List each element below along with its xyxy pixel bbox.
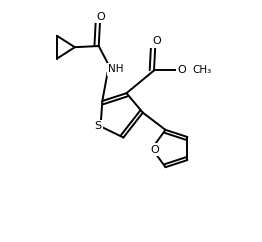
- Text: O: O: [178, 65, 186, 76]
- Text: S: S: [94, 121, 101, 131]
- Text: NH: NH: [108, 64, 124, 74]
- Text: O: O: [150, 145, 159, 155]
- Text: O: O: [152, 36, 161, 46]
- Text: CH₃: CH₃: [192, 65, 211, 76]
- Text: O: O: [97, 12, 106, 22]
